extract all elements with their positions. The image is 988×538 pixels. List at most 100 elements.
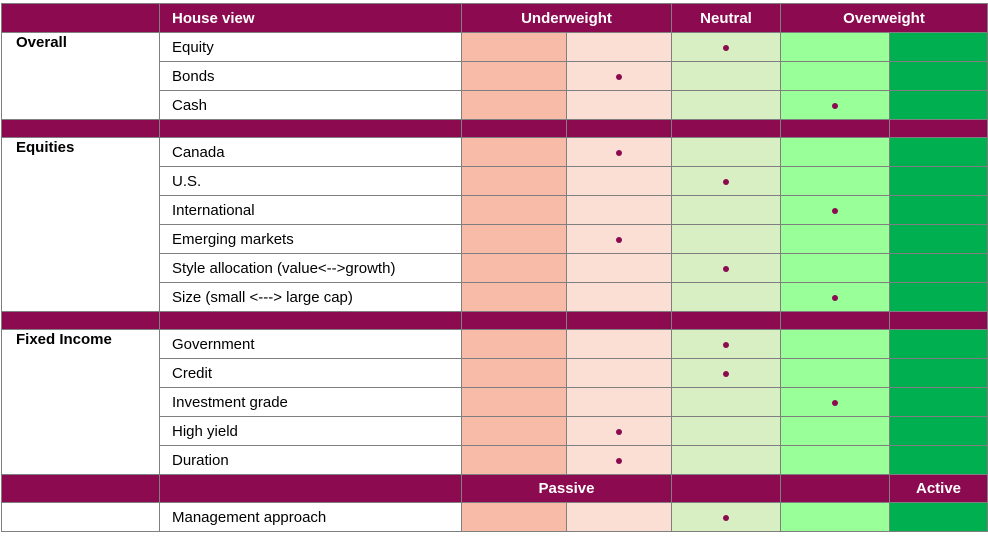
row-label: Bonds — [159, 61, 462, 91]
scale-cell-ow2 — [889, 329, 988, 359]
row-label: Government — [159, 329, 462, 359]
row-label: Duration — [159, 445, 462, 475]
footer-blank — [1, 474, 160, 503]
footer-passive: Passive — [461, 474, 672, 503]
scale-cell-uw1 — [461, 166, 567, 196]
scale-cell-uw2 — [566, 282, 672, 312]
approach-header-row: Passive Active — [1, 474, 988, 503]
footer-blank — [159, 474, 462, 503]
table-row: Emerging markets — [2, 224, 988, 254]
scale-cell-ow2 — [889, 253, 988, 283]
group-label: Equities — [1, 137, 160, 312]
position-indicator-dot — [832, 400, 838, 406]
header-neutral: Neutral — [671, 3, 781, 33]
position-indicator-dot — [832, 295, 838, 301]
scale-cell-uw2 — [566, 137, 672, 167]
position-indicator-dot — [616, 74, 622, 80]
scale-cell-ow2 — [889, 137, 988, 167]
position-indicator-dot — [616, 458, 622, 464]
house-view-table: House view Underweight Neutral Overweigh… — [1, 3, 988, 532]
row-label: Size (small <---> large cap) — [159, 282, 462, 312]
scale-cell-neu — [671, 387, 781, 417]
scale-cell-neu — [671, 445, 781, 475]
scale-cell-ow1 — [780, 195, 890, 225]
divider-cell — [889, 311, 988, 330]
table-row: Credit — [2, 358, 988, 388]
divider-cell — [461, 119, 567, 138]
scale-cell-uw2 — [566, 166, 672, 196]
divider-cell — [671, 311, 781, 330]
scale-cell-uw1 — [461, 253, 567, 283]
table-row: International — [2, 195, 988, 225]
scale-cell-ow1 — [780, 358, 890, 388]
scale-cell-uw2 — [566, 253, 672, 283]
position-indicator-dot — [723, 371, 729, 377]
scale-cell-neu — [671, 166, 781, 196]
position-indicator-dot — [616, 150, 622, 156]
position-indicator-dot — [832, 208, 838, 214]
position-indicator-dot — [723, 266, 729, 272]
table-row: Investment grade — [2, 387, 988, 417]
divider-cell — [1, 311, 160, 330]
scale-cell-ow2 — [889, 387, 988, 417]
section-divider — [1, 119, 988, 138]
scale-cell-ow2 — [889, 32, 988, 62]
position-indicator-dot — [723, 179, 729, 185]
scale-cell-neu — [671, 329, 781, 359]
scale-cell-ow1 — [780, 61, 890, 91]
scale-cell-uw2 — [566, 195, 672, 225]
scale-cell-neu — [671, 137, 781, 167]
divider-cell — [671, 119, 781, 138]
scale-cell-uw2 — [566, 358, 672, 388]
scale-cell-ow2 — [889, 166, 988, 196]
scale-cell-uw1 — [461, 32, 567, 62]
divider-cell — [566, 119, 672, 138]
header-overweight: Overweight — [780, 3, 988, 33]
scale-cell-neu — [671, 502, 781, 532]
scale-cell-uw1 — [461, 61, 567, 91]
position-indicator-dot — [723, 45, 729, 51]
scale-cell-ow1 — [780, 166, 890, 196]
header-row: House view Underweight Neutral Overweigh… — [1, 3, 988, 33]
divider-cell — [566, 311, 672, 330]
table-row: Bonds — [2, 61, 988, 91]
scale-cell-ow2 — [889, 502, 988, 532]
divider-cell — [780, 119, 890, 138]
table-row: Cash — [2, 90, 988, 120]
group-label: Fixed Income — [1, 329, 160, 475]
scale-cell-uw1 — [461, 502, 567, 532]
scale-cell-uw2 — [566, 61, 672, 91]
table-row: Fixed Income Government — [1, 329, 988, 475]
scale-cell-uw2 — [566, 445, 672, 475]
divider-cell — [159, 311, 462, 330]
scale-cell-uw2 — [566, 224, 672, 254]
header-blank — [1, 3, 160, 33]
table-row: Style allocation (value<-->growth) — [2, 253, 988, 283]
footer-active: Active — [889, 474, 988, 503]
divider-cell — [889, 119, 988, 138]
position-indicator-dot — [616, 237, 622, 243]
scale-cell-ow1 — [780, 90, 890, 120]
scale-cell-ow1 — [780, 387, 890, 417]
scale-cell-ow1 — [780, 253, 890, 283]
scale-cell-ow1 — [780, 282, 890, 312]
scale-cell-uw1 — [461, 445, 567, 475]
scale-cell-ow2 — [889, 195, 988, 225]
header-house-view: House view — [159, 3, 462, 33]
row-label: High yield — [159, 416, 462, 446]
row-label: Management approach — [159, 502, 462, 532]
scale-cell-uw2 — [566, 329, 672, 359]
divider-cell — [461, 311, 567, 330]
scale-cell-neu — [671, 195, 781, 225]
scale-cell-ow1 — [780, 416, 890, 446]
scale-cell-ow2 — [889, 416, 988, 446]
scale-cell-uw2 — [566, 502, 672, 532]
scale-cell-uw1 — [461, 195, 567, 225]
scale-cell-ow1 — [780, 137, 890, 167]
scale-cell-ow1 — [780, 32, 890, 62]
scale-cell-uw1 — [461, 90, 567, 120]
scale-cell-ow1 — [780, 224, 890, 254]
position-indicator-dot — [832, 103, 838, 109]
row-label: Style allocation (value<-->growth) — [159, 253, 462, 283]
group-label: Overall — [1, 32, 160, 120]
